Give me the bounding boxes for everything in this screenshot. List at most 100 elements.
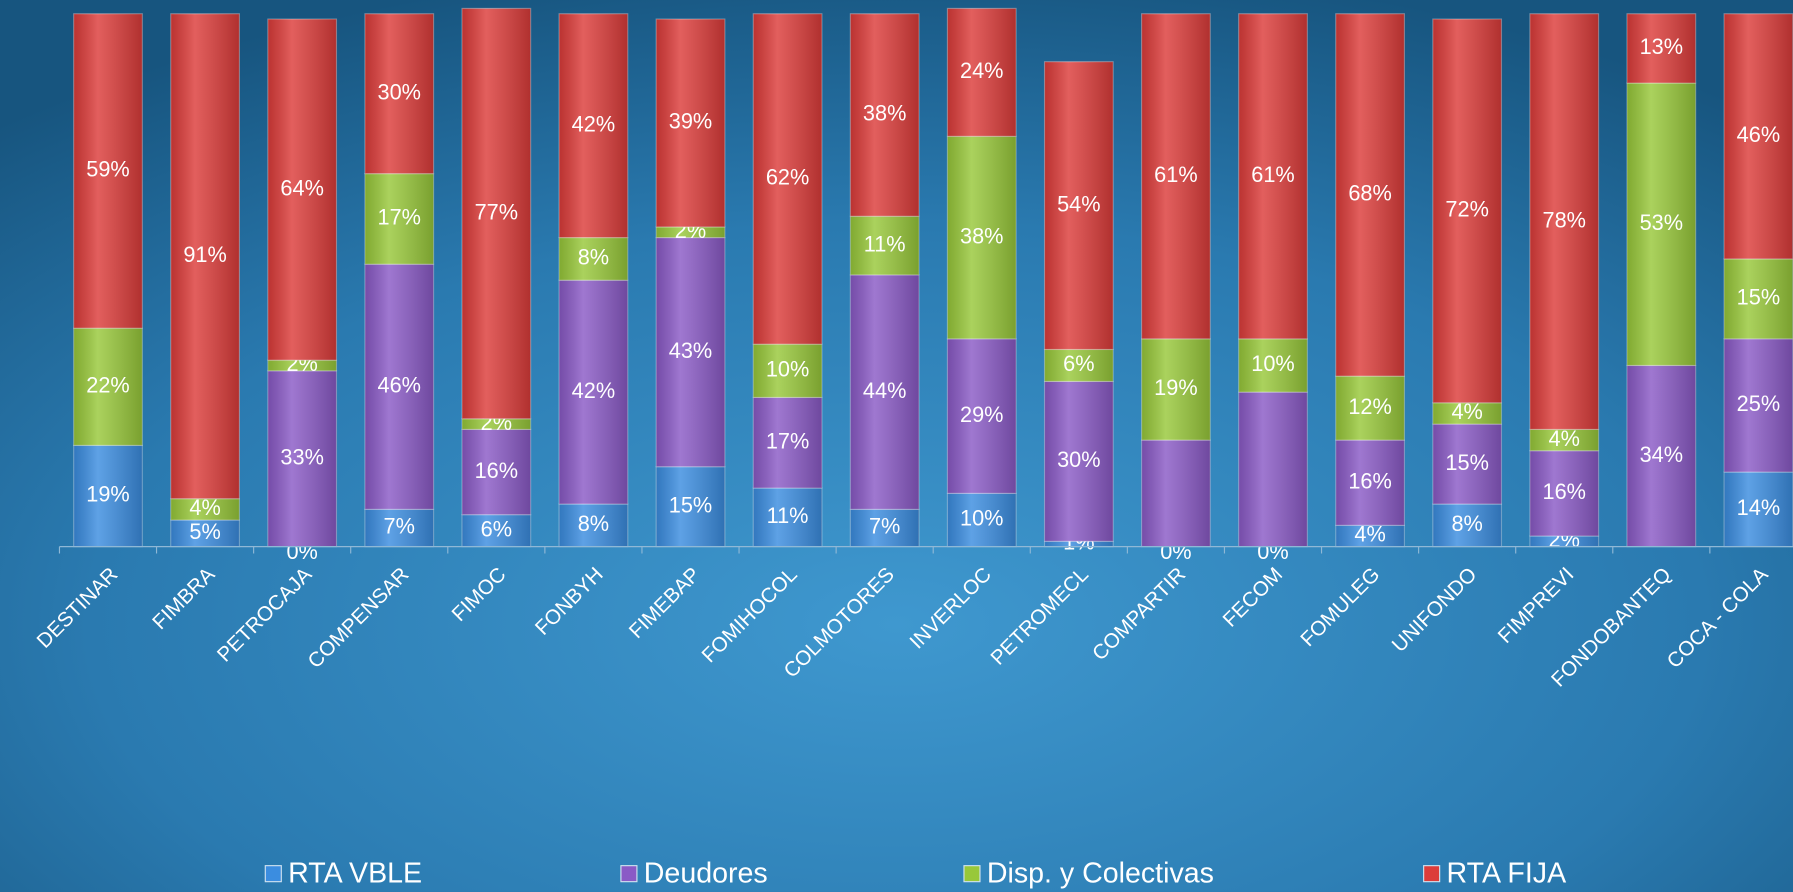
- data-label: 62%: [766, 165, 809, 190]
- data-label: 30%: [1057, 447, 1100, 472]
- bar-shine: [462, 418, 531, 430]
- data-label: 42%: [572, 111, 615, 136]
- bar-shine: [559, 280, 628, 504]
- bar-shine: [1529, 429, 1599, 451]
- data-label: 19%: [86, 482, 129, 507]
- bar-shine: [656, 237, 725, 467]
- legend-swatch: [1423, 865, 1441, 883]
- bar-shine: [170, 498, 240, 520]
- data-label: 61%: [1154, 162, 1197, 187]
- bar-shine: [1724, 338, 1793, 473]
- bar-shine: [1627, 83, 1696, 366]
- data-label: 46%: [1737, 122, 1780, 147]
- bar-shine: [850, 216, 919, 275]
- data-label: 10%: [766, 357, 809, 382]
- data-label: 11%: [864, 231, 906, 256]
- data-label: 22%: [86, 373, 129, 398]
- data-label: 4%: [1354, 522, 1385, 547]
- data-label: 38%: [863, 101, 906, 126]
- bar-shine: [1724, 472, 1793, 547]
- bar-shine: [73, 328, 143, 446]
- data-label: 15%: [1737, 285, 1780, 310]
- bar-shine: [1141, 440, 1211, 547]
- bar-shine: [364, 264, 434, 510]
- bar-shine: [1238, 392, 1308, 547]
- bar-shine: [364, 509, 434, 547]
- data-label: 68%: [1348, 181, 1391, 206]
- data-label: 30%: [378, 79, 421, 104]
- data-label: 15%: [1445, 450, 1488, 475]
- bar-shine: [1044, 381, 1114, 542]
- bar-shine: [1529, 13, 1599, 430]
- data-label: 6%: [481, 516, 512, 541]
- bar-shine: [267, 19, 337, 361]
- data-label: 14%: [1737, 495, 1780, 520]
- data-label: 8%: [578, 245, 609, 270]
- bar-shine: [1432, 402, 1502, 425]
- bar-shine: [1529, 450, 1599, 536]
- bar-shine: [1238, 338, 1308, 393]
- bar-shine: [267, 370, 337, 547]
- bar-shine: [753, 488, 822, 547]
- bar-shine: [1432, 503, 1502, 547]
- bar-shine: [559, 13, 628, 238]
- data-label: 46%: [378, 373, 421, 398]
- bar-shine: [947, 493, 1017, 547]
- legend-label: Deudores: [644, 857, 768, 889]
- data-label: 16%: [475, 458, 518, 483]
- bar-shine: [462, 8, 531, 419]
- data-label: 4%: [1451, 399, 1482, 424]
- data-label: 19%: [1154, 375, 1197, 400]
- bar-shine: [1044, 61, 1114, 350]
- data-label: 34%: [1640, 442, 1683, 467]
- data-label: 4%: [189, 495, 220, 520]
- data-label: 4%: [1549, 426, 1580, 451]
- data-label: 24%: [960, 58, 1003, 83]
- data-label: 91%: [183, 242, 226, 267]
- data-label: 8%: [578, 511, 609, 536]
- data-label: 54%: [1057, 191, 1100, 216]
- data-label: 53%: [1640, 210, 1683, 235]
- legend-label: RTA FIJA: [1447, 857, 1567, 889]
- bar-shine: [753, 344, 822, 398]
- bar-shine: [267, 360, 337, 371]
- data-label: 44%: [863, 378, 906, 403]
- data-label: 38%: [960, 223, 1003, 248]
- bar-shine: [1141, 338, 1211, 441]
- bar-shine: [1238, 13, 1308, 339]
- bar-shine: [73, 13, 143, 329]
- bar-shine: [753, 397, 822, 489]
- data-label: 16%: [1348, 468, 1391, 493]
- bar-shine: [73, 445, 143, 547]
- bar-shine: [1627, 13, 1696, 84]
- bar-shine: [947, 8, 1017, 137]
- data-label: 16%: [1543, 479, 1586, 504]
- data-label: 72%: [1445, 197, 1488, 222]
- bar-shine: [1724, 13, 1793, 259]
- bar-shine: [1335, 13, 1405, 377]
- data-label: 10%: [1251, 351, 1294, 376]
- bar-shine: [1724, 258, 1793, 339]
- data-label: 39%: [669, 109, 712, 134]
- legend-swatch: [264, 865, 282, 883]
- data-label: 12%: [1348, 394, 1391, 419]
- bar-shine: [753, 13, 822, 345]
- bar-shine: [559, 503, 628, 547]
- data-label: 25%: [1737, 391, 1780, 416]
- data-label: 5%: [189, 519, 220, 544]
- bar-shine: [947, 136, 1017, 339]
- bar-shine: [364, 173, 434, 265]
- bar-shine: [850, 274, 919, 510]
- data-label: 64%: [280, 175, 323, 200]
- data-label: 61%: [1251, 162, 1294, 187]
- data-label: 7%: [384, 514, 415, 539]
- legend-label: RTA VBLE: [288, 857, 422, 889]
- bar-shine: [170, 519, 240, 547]
- bar-shine: [170, 13, 240, 499]
- data-label: 33%: [280, 444, 323, 469]
- bar-shine: [462, 429, 531, 515]
- bar-shine: [559, 237, 628, 281]
- bar-shine: [1335, 440, 1405, 526]
- bar-shine: [1141, 13, 1211, 339]
